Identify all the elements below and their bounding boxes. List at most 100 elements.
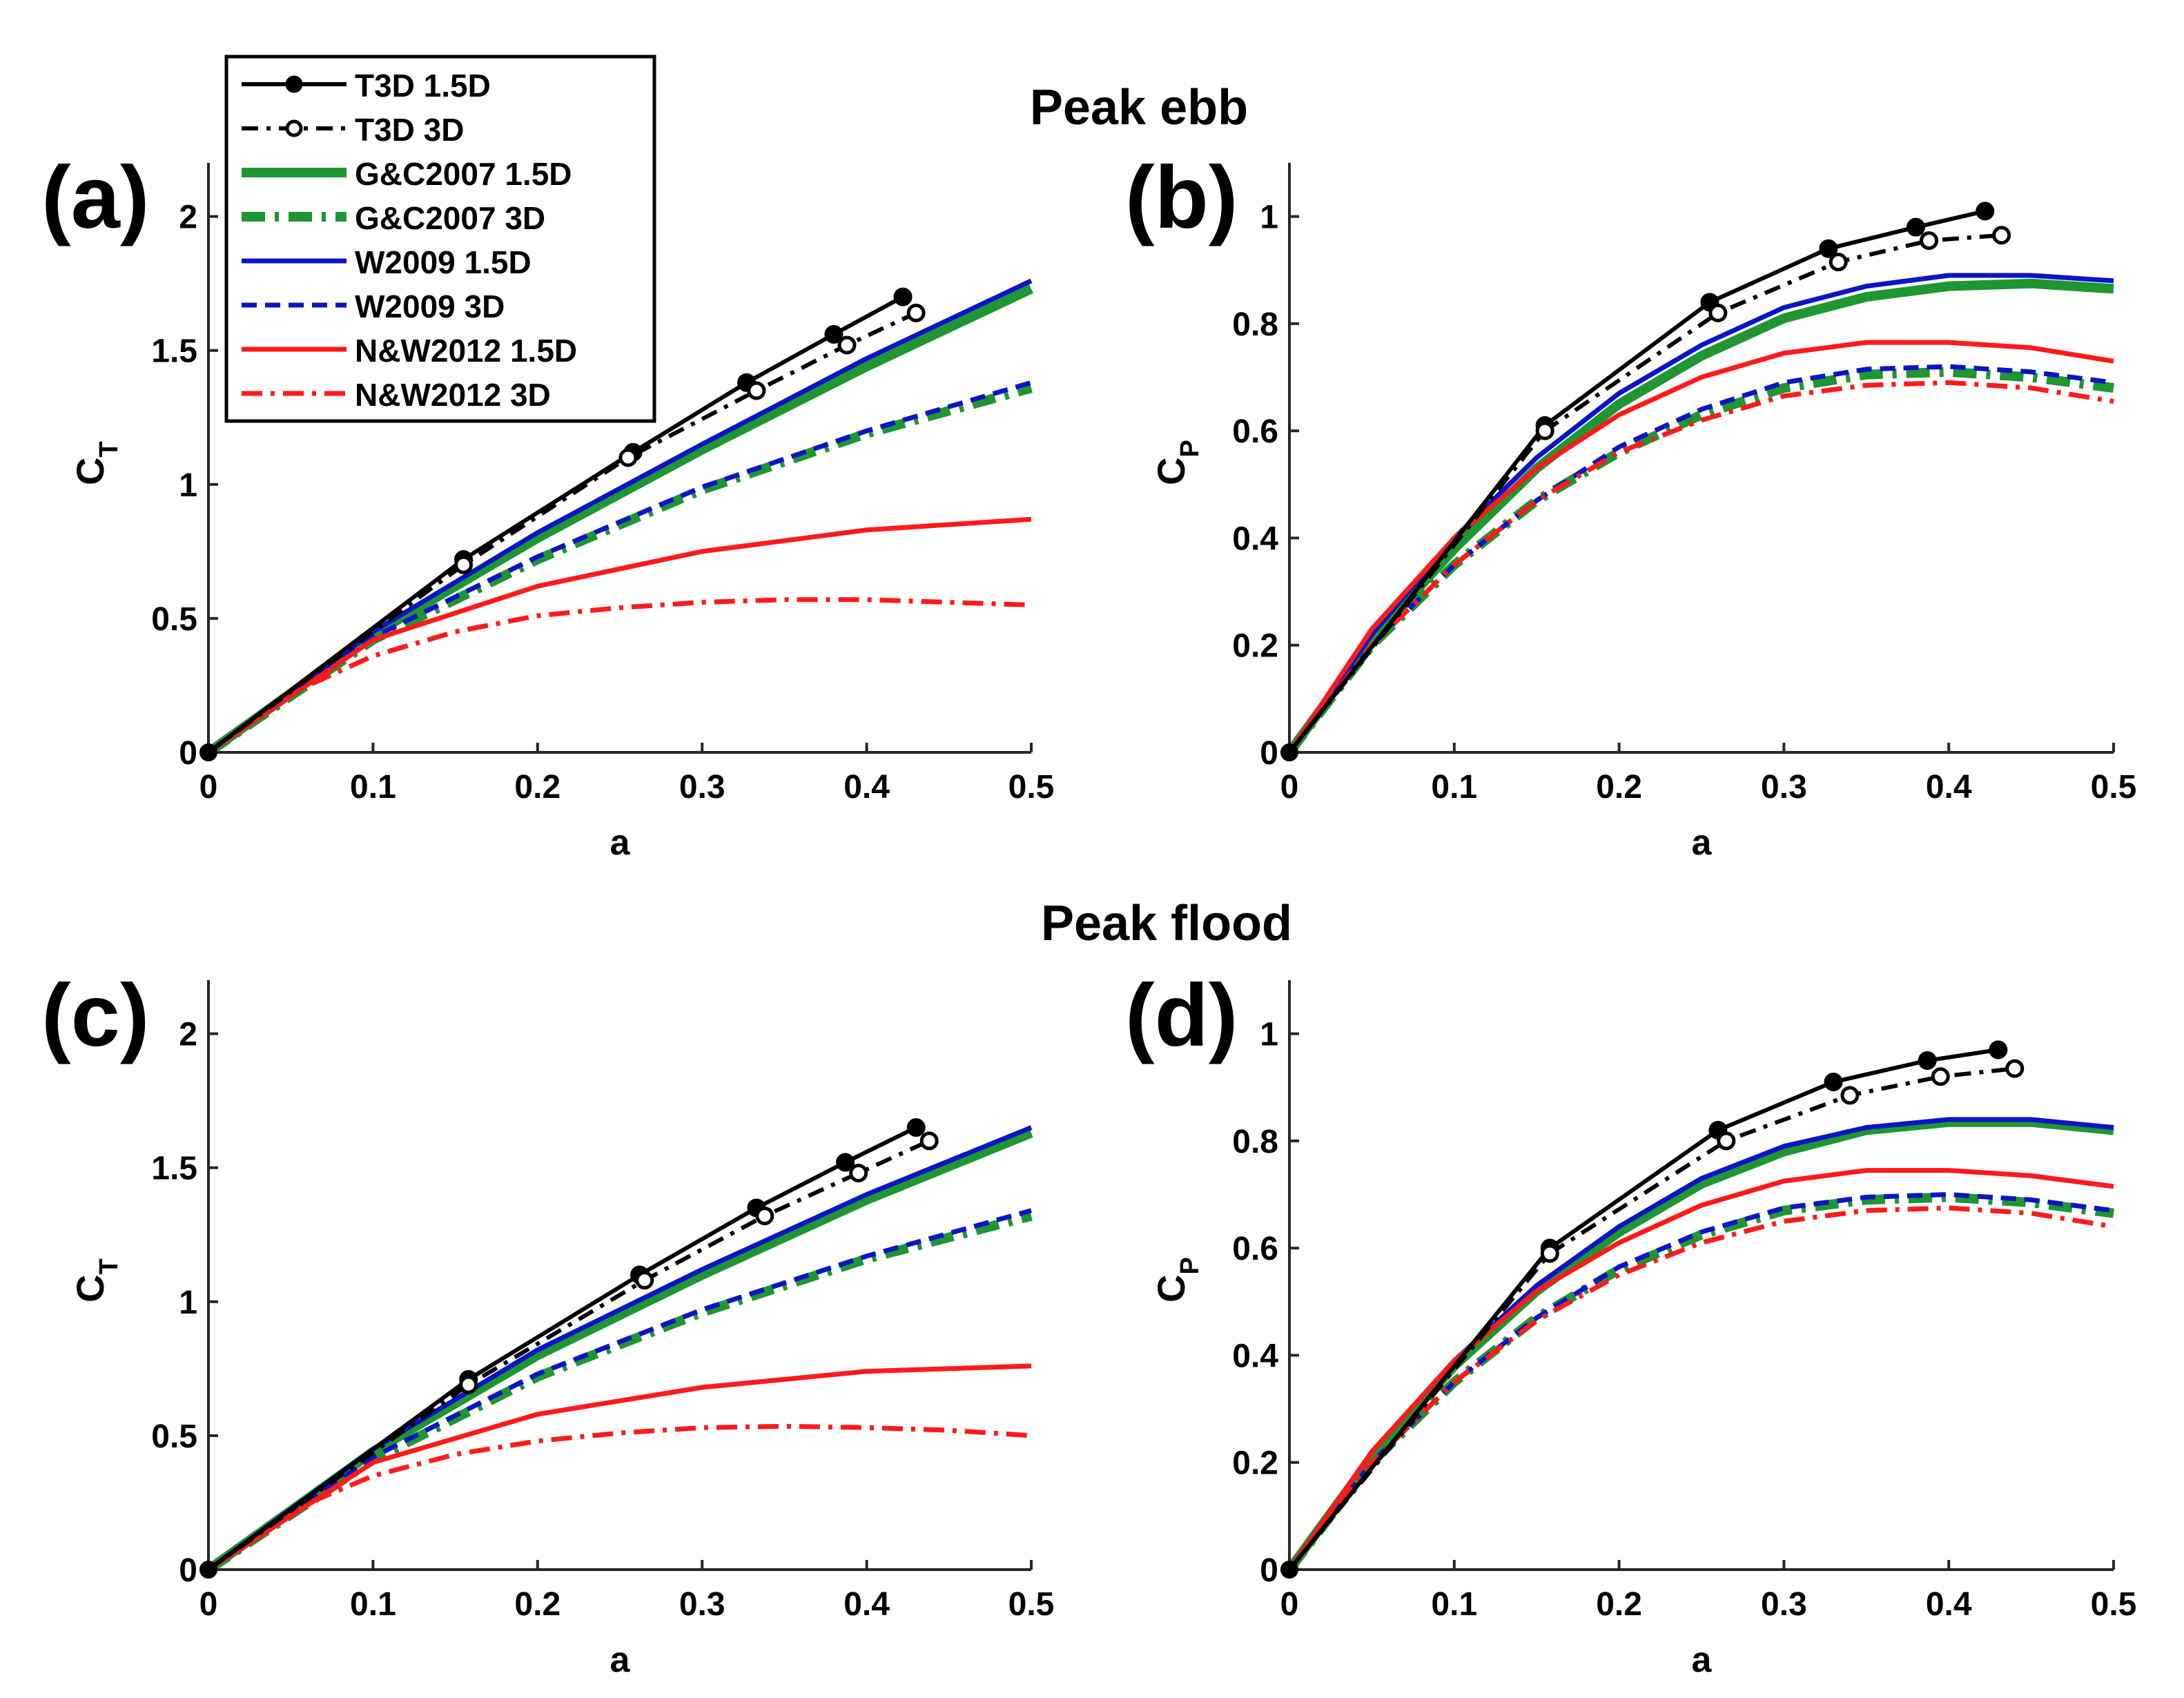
x-tick-label: 0 (1280, 1586, 1299, 1623)
data-point-t3d-3d (837, 335, 857, 355)
x-tick-label: 0.1 (350, 769, 396, 806)
legend-label-g-and-c2007-1-5d: G&C2007 1.5D (355, 156, 572, 192)
data-point-t3d-1-5d (1989, 1040, 2008, 1060)
series-line-w2009-3d (207, 1208, 1032, 1572)
panel-label-a: (a) (41, 148, 149, 247)
data-point-t3d-1-5d (1918, 1051, 1937, 1070)
x-tick-label: 0 (199, 1586, 218, 1623)
y-tick-label: 0.2 (1232, 1445, 1278, 1482)
series-line-t3d-3d (1287, 1066, 2016, 1571)
y-tick-label: 1 (1260, 199, 1278, 236)
y-axis-label-main: C (1149, 1275, 1193, 1302)
data-point-t3d-1-5d (836, 1153, 855, 1172)
series-line-n-and-w2012-1-5d (207, 1363, 1032, 1572)
data-point-t3d-1-5d (893, 287, 913, 306)
data-point-t3d-3d (618, 448, 638, 467)
y-tick-label: 0.4 (1232, 1338, 1278, 1374)
data-point-t3d-3d (906, 303, 926, 322)
legend-label-w2009-3d: W2009 3D (355, 289, 505, 324)
x-axis-label: a (1692, 823, 1713, 863)
data-point-t3d-3d (459, 1375, 478, 1394)
y-axis-label-main: C (68, 458, 112, 485)
data-point-t3d-1-5d (1976, 202, 1995, 221)
y-tick-label: 0 (179, 1552, 197, 1589)
x-tick-label: 0.4 (844, 769, 890, 806)
data-point-t3d-3d (1931, 1067, 1950, 1086)
series-line-n-and-w2012-3d (1287, 1205, 2114, 1572)
data-point-t3d-3d (755, 1207, 774, 1226)
data-point-t3d-3d (747, 381, 766, 400)
x-tick-label: 0.3 (679, 769, 725, 806)
series-line-g-and-c2007-3d (1285, 1192, 2114, 1573)
x-tick-label: 0.5 (2091, 769, 2137, 806)
y-axis-label: CT (68, 1258, 124, 1302)
y-axis-label-subscript: T (95, 441, 124, 457)
y-axis-label: CT (68, 441, 124, 485)
origin-point (1280, 1561, 1298, 1579)
y-tick-label: 0.2 (1232, 628, 1278, 665)
legend-box (224, 55, 656, 423)
series-line-t3d-1-5d (1287, 208, 1986, 754)
series-line-n-and-w2012-3d (206, 1423, 1032, 1572)
x-axis-label: a (1692, 1640, 1713, 1680)
x-tick-label: 0.4 (1926, 1586, 1972, 1623)
y-tick-label: 2 (179, 1017, 197, 1053)
x-tick-label: 0.3 (1761, 1586, 1807, 1623)
x-axis-label: a (610, 1640, 631, 1680)
data-point-t3d-3d (635, 1271, 654, 1290)
title-peak-flood: Peak flood (1041, 896, 1292, 951)
y-tick-label: 1 (179, 1285, 197, 1321)
series-line-n-and-w2012-1-5d (207, 516, 1032, 754)
title-peak-ebb: Peak ebb (1030, 80, 1248, 135)
y-axis-label: CP (1149, 1257, 1205, 1302)
x-tick-label: 0.5 (2091, 1586, 2137, 1623)
y-tick-label: 1 (179, 467, 197, 504)
legend-label-t3d-1-5d: T3D 1.5D (355, 68, 491, 104)
data-point-t3d-1-5d (1824, 1073, 1843, 1092)
y-tick-label: 1 (1260, 1017, 1278, 1053)
legend-label-n-and-w2012-3d: N&W2012 3D (355, 377, 551, 413)
panel-label-b: (b) (1125, 148, 1238, 247)
x-tick-label: 0.5 (1008, 1586, 1055, 1623)
y-tick-label: 0.5 (151, 1418, 197, 1455)
data-point-t3d-3d (1920, 231, 1939, 251)
x-tick-label: 0.1 (350, 1586, 396, 1623)
legend-marker-t3d-1-5d (285, 75, 303, 93)
panel-label-d: (d) (1125, 966, 1238, 1065)
y-tick-label: 0.8 (1232, 1124, 1278, 1160)
y-axis-label-main: C (68, 1275, 112, 1302)
x-tick-label: 0.1 (1431, 769, 1477, 806)
x-tick-label: 0.3 (679, 1586, 725, 1623)
data-point-t3d-1-5d (1906, 217, 1925, 237)
data-point-t3d-1-5d (824, 324, 844, 344)
y-tick-label: 0.4 (1232, 520, 1278, 557)
series-line-g-and-c2007-1-5d (1285, 1117, 2114, 1573)
series-line-t3d-1-5d (207, 1125, 917, 1572)
x-tick-label: 0.2 (514, 769, 560, 806)
data-point-t3d-3d (1708, 303, 1728, 322)
y-tick-label: 0 (1260, 735, 1278, 772)
y-tick-label: 2 (179, 199, 197, 236)
y-tick-label: 1.5 (151, 333, 197, 370)
y-axis-label-subscript: P (1176, 440, 1205, 457)
data-point-t3d-3d (1717, 1131, 1736, 1151)
series-line-t3d-3d (207, 311, 917, 754)
x-tick-label: 0.4 (844, 1586, 890, 1623)
panel-a-chart: (a) 0 0.1 0.2 0.3 0.4 0.5 0 0.5 1 1.5 2 a CT (41, 148, 1054, 863)
origin-point (199, 1561, 217, 1579)
x-tick-label: 0.2 (1596, 769, 1642, 806)
data-point-t3d-3d (1829, 253, 1848, 272)
panel-c-chart: (c) 0 0.1 0.2 0.3 0.4 0.5 0 0.5 1 1.5 2 a CT (41, 966, 1054, 1680)
y-tick-label: 0.6 (1232, 413, 1278, 450)
legend-label-g-and-c2007-3d: G&C2007 3D (355, 200, 545, 236)
data-point-t3d-1-5d (1819, 239, 1838, 258)
y-tick-label: 0 (1260, 1552, 1278, 1589)
legend-label-t3d-3d: T3D 3D (355, 112, 464, 148)
series-line-n-and-w2012-1-5d (1287, 1168, 2114, 1572)
legend-label-n-and-w2012-1-5d: N&W2012 1.5D (355, 333, 577, 369)
x-tick-label: 0.1 (1431, 1586, 1477, 1623)
y-tick-label: 0 (179, 735, 197, 772)
legend-marker-t3d-3d (285, 119, 303, 137)
data-point-t3d-3d (919, 1131, 939, 1151)
